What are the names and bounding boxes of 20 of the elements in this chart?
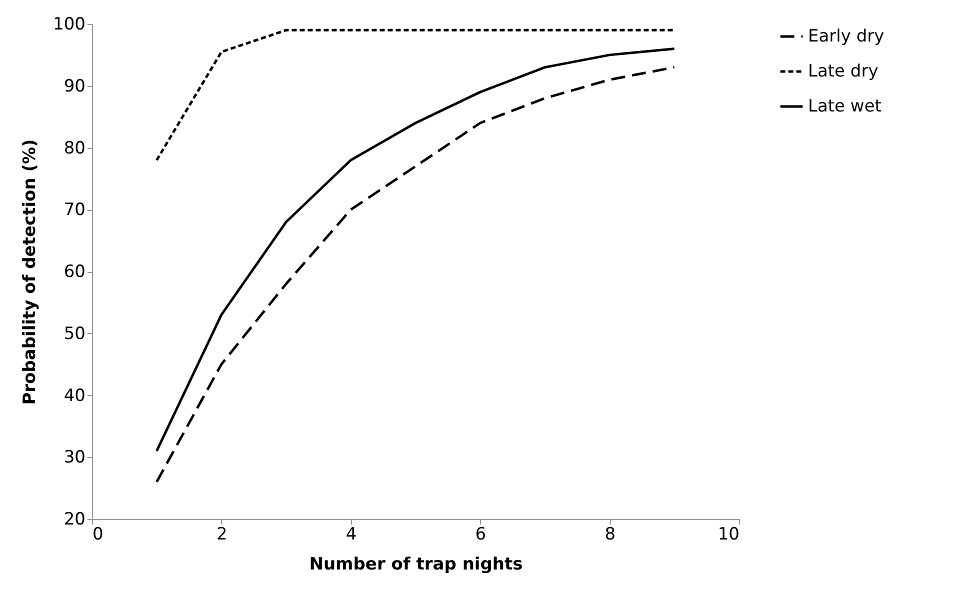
x-tick-label: 4: [346, 524, 357, 544]
y-tick-label: 80: [64, 138, 86, 158]
legend-label: Late dry: [808, 62, 878, 82]
x-tick-label: 8: [604, 524, 616, 544]
legend-label: Early dry: [808, 26, 884, 46]
x-tick-label: 2: [216, 524, 228, 544]
y-tick-label: 100: [53, 14, 86, 34]
y-tick-label: 50: [64, 324, 86, 344]
y-axis-title: Probability of detection (%): [20, 139, 40, 405]
x-tick-label: 6: [475, 524, 486, 544]
y-tick-label: 90: [64, 76, 86, 96]
legend-label: Late wet: [808, 96, 882, 116]
y-tick-label: 30: [64, 448, 86, 468]
y-tick-label: 20: [64, 510, 86, 530]
y-tick-label: 60: [64, 262, 86, 282]
x-tick-label: 0: [92, 524, 104, 544]
y-tick-label: 40: [64, 386, 86, 406]
x-axis-title: Number of trap nights: [309, 554, 523, 574]
x-tick-label: 10: [718, 524, 740, 544]
y-tick-label: 70: [64, 200, 86, 220]
